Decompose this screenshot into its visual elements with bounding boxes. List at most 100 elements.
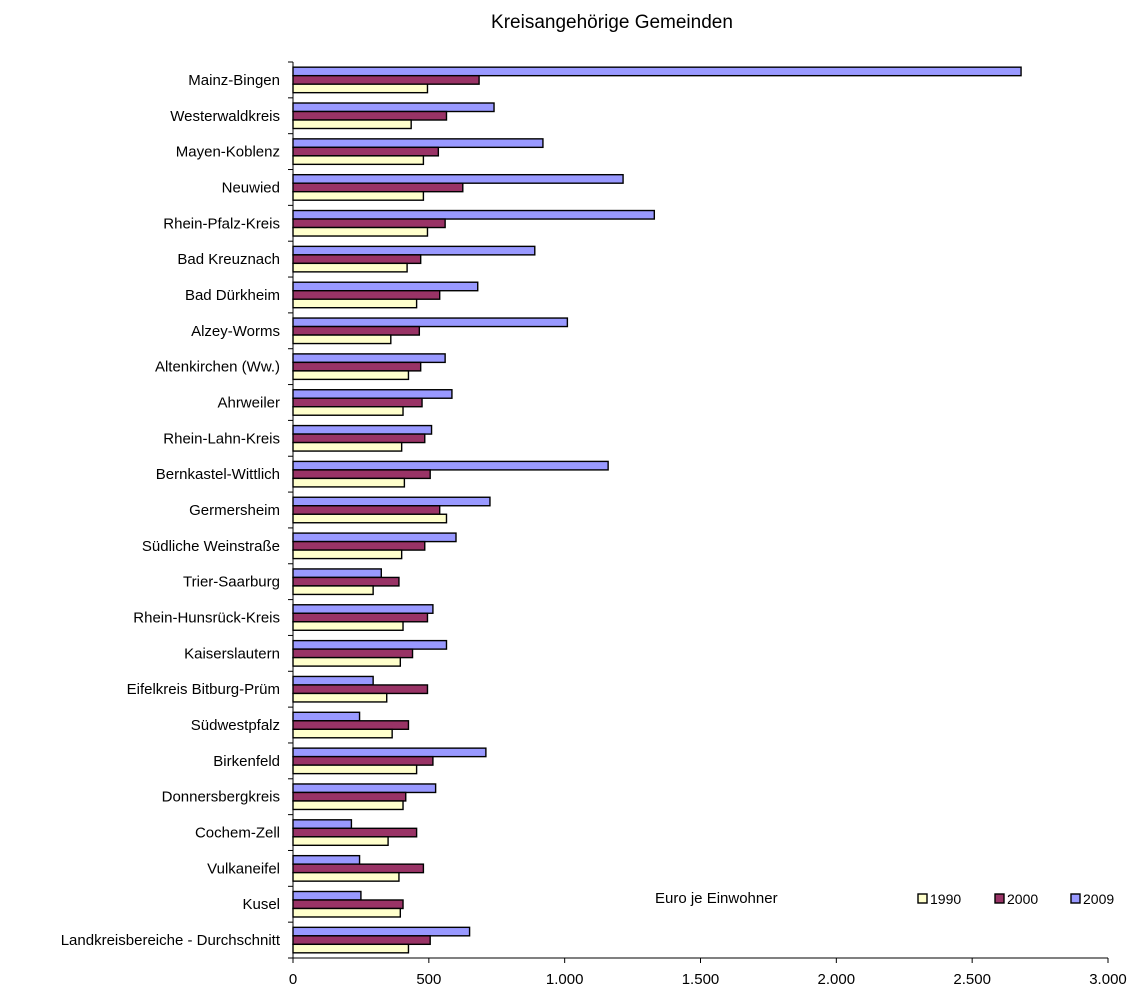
category-label: Mayen-Koblenz (176, 144, 280, 161)
bar-2009-21 (292, 819, 353, 830)
chart-title: Kreisangehörige Gemeinden (491, 12, 733, 33)
x-tick-label: 1.500 (682, 971, 720, 988)
bar-2000-2 (292, 146, 440, 157)
category-label: Südwestpfalz (191, 717, 280, 734)
legend-swatch-2000 (994, 893, 1005, 904)
x-tick-label: 500 (416, 971, 441, 988)
bar-2009-12 (292, 496, 491, 507)
bar-2009-18 (292, 711, 361, 722)
legend-label-1990: 1990 (930, 891, 961, 907)
bar-1990-18 (292, 728, 393, 739)
category-label: Donnersbergkreis (162, 789, 280, 806)
category-label: Trier-Saarburg (183, 574, 280, 591)
bar-2009-24 (292, 926, 471, 937)
category-label: Kusel (242, 896, 280, 913)
bar-2009-1 (292, 102, 495, 113)
bar-2000-17 (292, 684, 429, 695)
category-label: Rhein-Hunsrück-Kreis (133, 610, 280, 627)
bar-2009-2 (292, 138, 544, 149)
bar-1990-17 (292, 692, 388, 703)
bar-1990-23 (292, 907, 402, 918)
bar-2000-21 (292, 827, 418, 838)
bar-2000-12 (292, 505, 441, 515)
bar-1990-16 (292, 656, 402, 667)
bar-2009-4 (292, 209, 656, 220)
bar-2009-20 (292, 783, 437, 794)
legend-swatch-2009 (1070, 893, 1081, 904)
category-label: Birkenfeld (213, 753, 280, 770)
x-tick-label: 0 (289, 971, 297, 988)
category-label: Eifelkreis Bitburg-Prüm (127, 681, 280, 698)
bar-1990-8 (292, 370, 410, 381)
bar-2009-10 (292, 424, 433, 435)
bar-2009-6 (292, 281, 479, 292)
legend-swatch-1990 (917, 893, 928, 904)
category-label: Bad Dürkheim (185, 287, 280, 304)
bar-1990-22 (292, 871, 400, 882)
bar-1990-3 (292, 190, 425, 201)
bar-2009-19 (292, 747, 487, 758)
bar-1990-21 (292, 836, 389, 847)
legend-label-2000: 2000 (1007, 891, 1038, 907)
bar-2009-0 (292, 66, 1022, 77)
category-label: Bad Kreuznach (177, 251, 280, 268)
category-label: Kaiserslautern (184, 645, 280, 662)
bar-2000-9 (292, 397, 423, 408)
category-label: Rhein-Lahn-Kreis (163, 430, 280, 447)
bar-1990-5 (292, 262, 408, 273)
bar-1990-4 (292, 226, 429, 237)
bar-2000-10 (292, 433, 426, 444)
bar-2000-1 (292, 110, 448, 121)
legend-label-2009: 2009 (1083, 891, 1114, 907)
bar-2009-16 (292, 639, 448, 650)
bar-2000-4 (292, 218, 446, 229)
bar-2009-23 (292, 890, 362, 901)
bar-2009-5 (292, 245, 536, 256)
bar-1990-15 (292, 621, 404, 631)
category-label: Altenkirchen (Ww.) (155, 359, 280, 376)
category-label: Landkreisbereiche - Durchschnitt (61, 932, 281, 949)
bar-2000-18 (292, 720, 410, 730)
bar-2000-7 (292, 325, 421, 336)
unit-label: Euro je Einwohner (655, 890, 778, 907)
category-label: Cochem-Zell (195, 825, 280, 842)
category-label: Rhein-Pfalz-Kreis (163, 215, 280, 232)
bar-2000-15 (292, 612, 429, 623)
bar-2000-23 (292, 899, 404, 910)
category-label: Bernkastel-Wittlich (156, 466, 280, 483)
bar-2009-22 (292, 854, 361, 865)
x-tick-label: 2.500 (953, 971, 991, 988)
bar-2000-11 (292, 469, 431, 480)
bar-2009-11 (292, 460, 609, 471)
bar-1990-24 (292, 943, 410, 954)
category-label: Vulkaneifel (207, 860, 280, 877)
bar-1990-20 (292, 800, 404, 811)
x-tick-label: 3.000 (1089, 971, 1127, 988)
bar-2000-3 (292, 182, 464, 193)
bar-1990-0 (292, 83, 429, 94)
bar-2000-8 (292, 361, 422, 372)
category-label: Südliche Weinstraße (142, 538, 280, 555)
bar-2000-13 (292, 540, 426, 551)
bar-1990-11 (292, 477, 406, 488)
bar-2000-22 (292, 863, 425, 874)
bar-1990-2 (292, 155, 425, 166)
x-ticks: 0 500 1.000 1.500 2.000 2.500 3.000 (289, 958, 1127, 988)
bar-1990-9 (292, 406, 404, 416)
bar-1990-7 (292, 334, 392, 345)
bar-2009-3 (292, 173, 624, 184)
bar-2009-7 (292, 317, 569, 328)
category-labels: Mainz-Bingen Westerwaldkreis Mayen-Koblenz… (61, 72, 281, 949)
category-label: Mainz-Bingen (188, 72, 280, 89)
bar-2000-24 (292, 935, 431, 946)
bar-2000-19 (292, 755, 434, 766)
category-label: Westerwaldkreis (170, 108, 280, 125)
x-tick-label: 2.000 (818, 971, 856, 988)
bar-1990-13 (292, 549, 403, 560)
bar-1990-19 (292, 764, 418, 775)
bar-1990-10 (292, 441, 403, 452)
bar-2000-0 (292, 74, 480, 85)
x-tick-label: 1.000 (546, 971, 584, 988)
bar-2009-8 (292, 353, 446, 364)
bar-2009-9 (292, 389, 453, 399)
